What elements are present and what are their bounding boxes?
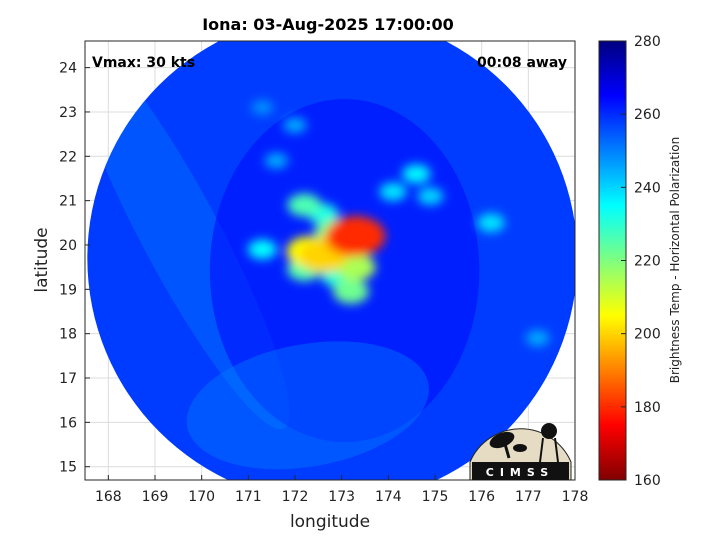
y-tick-label: 17 <box>59 371 77 387</box>
cimss-logo: CIMSS <box>469 423 572 481</box>
x-tick-label: 177 <box>515 489 542 505</box>
x-tick-label: 174 <box>375 489 402 505</box>
convection-cell <box>247 239 277 260</box>
convection-cell <box>417 187 444 206</box>
x-tick-label: 170 <box>188 489 215 505</box>
colorbar: 160 180 200 220 240 260 280 Brightness Temp - … <box>598 34 682 489</box>
texture-band <box>186 341 429 470</box>
colorbar-label: Brightness Temp - Horizontal Polarizatio… <box>668 137 682 384</box>
y-axis-label: latitude <box>32 227 52 292</box>
small-dish-icon <box>513 444 527 452</box>
convection-cell <box>379 182 407 201</box>
x-tick-label: 173 <box>328 489 355 505</box>
x-tick-label: 172 <box>282 489 309 505</box>
y-tick-label: 24 <box>59 61 77 77</box>
y-tick-label: 19 <box>59 282 77 298</box>
convection-cell <box>283 117 307 134</box>
x-tick-label: 176 <box>468 489 495 505</box>
x-tick-label: 178 <box>562 489 589 505</box>
x-tick-label: 171 <box>235 489 262 505</box>
colorbar-ticks: 160 180 200 220 240 260 280 <box>621 34 661 489</box>
colorbar-tick-label: 160 <box>634 473 661 489</box>
y-tick-label: 20 <box>59 238 77 254</box>
x-axis-label: longitude <box>290 512 370 532</box>
colorbar-tick-label: 200 <box>634 327 661 343</box>
convection-cell <box>477 213 505 233</box>
convection-cell <box>251 100 274 115</box>
convection-cell <box>526 330 550 347</box>
x-tick-label: 169 <box>142 489 169 505</box>
y-tick-label: 22 <box>59 149 77 165</box>
logo-text: CIMSS <box>486 466 554 479</box>
logo-bar <box>472 462 569 480</box>
x-tick-label: 168 <box>95 489 122 505</box>
y-tick-label: 16 <box>59 415 77 431</box>
y-axis-ticks: 15 16 17 18 19 20 21 22 23 24 <box>59 61 90 476</box>
convection-cell <box>287 193 322 217</box>
convection-cell <box>333 279 369 304</box>
x-tick-label: 175 <box>422 489 449 505</box>
y-tick-label: 23 <box>59 105 77 121</box>
time-away-annotation: 00:08 away <box>477 55 567 71</box>
y-tick-label: 18 <box>59 327 77 343</box>
convection-features <box>247 100 550 347</box>
colorbar-tick-label: 280 <box>634 34 661 50</box>
dish-stand-icon <box>503 443 511 459</box>
x-axis-ticks: 168 169 170 171 172 173 174 175 176 177 178 <box>95 475 588 505</box>
water-tower-icon <box>541 423 557 439</box>
satellite-dish-icon <box>489 431 515 449</box>
colorbar-tick-label: 180 <box>634 400 661 416</box>
plot-area: 168 169 170 171 172 173 174 175 176 177 178 15 16 17… <box>59 40 588 505</box>
colorbar-tick-label: 260 <box>634 107 661 123</box>
convection-cell <box>326 216 386 257</box>
convection-cell <box>264 152 288 169</box>
colorbar-tick-label: 220 <box>634 254 661 270</box>
vmax-annotation: Vmax: 30 kts <box>92 55 195 71</box>
plot-frame <box>84 40 576 481</box>
y-tick-label: 21 <box>59 194 77 210</box>
y-tick-label: 15 <box>59 460 77 476</box>
chart-title: Iona: 03-Aug-2025 17:00:00 <box>202 15 454 34</box>
colorbar-tick-label: 240 <box>634 180 661 196</box>
convection-cell <box>402 164 431 184</box>
